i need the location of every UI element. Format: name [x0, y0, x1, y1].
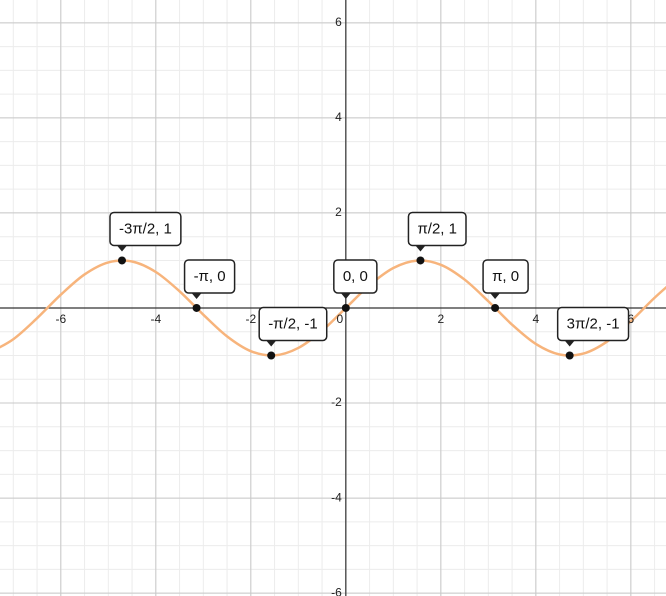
label-pointer: [490, 292, 501, 299]
label-box: [407, 211, 467, 247]
label-box: [258, 306, 328, 342]
point-label-text: -3π/2, 1: [119, 220, 172, 237]
curve: [0, 259, 666, 357]
point-label: -π, 0: [183, 259, 236, 299]
point-label: -3π/2, 1: [109, 211, 182, 252]
point: [416, 256, 425, 265]
point-label: π/2, 1: [407, 211, 467, 252]
label-pointer: [266, 340, 277, 347]
point-label-text: π/2, 1: [417, 220, 457, 237]
y-tick-label: -6: [331, 585, 342, 596]
x-tick-label: -2: [245, 312, 256, 326]
point: [192, 303, 201, 312]
x-tick-label: 2: [437, 312, 444, 326]
point: [117, 256, 126, 265]
point-label-text: π, 0: [492, 268, 519, 285]
y-tick-label: 6: [335, 15, 342, 29]
label-box: [109, 211, 182, 247]
y-tick-label: -4: [331, 490, 342, 504]
point-label: 3π/2, -1: [556, 306, 630, 347]
point-label-text: -π, 0: [194, 268, 226, 285]
point: [565, 351, 574, 360]
y-tick-label: 4: [335, 110, 342, 124]
point-label-text: 3π/2, -1: [567, 315, 620, 332]
label-box: [556, 306, 630, 342]
label-pointer: [340, 292, 351, 299]
x-tick-label: -4: [150, 312, 161, 326]
point-label: 0, 0: [333, 259, 378, 299]
label-box: [482, 259, 529, 294]
point: [267, 351, 276, 360]
y-tick-label: -2: [331, 395, 342, 409]
label-pointer: [116, 245, 127, 252]
label-pointer: [564, 340, 575, 347]
x-tick-label: 0: [336, 312, 343, 326]
x-tick-label: -6: [55, 312, 66, 326]
point-label: π, 0: [482, 259, 529, 299]
label-box: [183, 259, 236, 294]
label-pointer: [191, 292, 202, 299]
point: [341, 303, 350, 312]
x-tick-label: 4: [532, 312, 539, 326]
x-tick-label: 6: [628, 312, 635, 326]
label-box: [333, 259, 378, 294]
point-label-text: 0, 0: [343, 268, 368, 285]
point: [491, 303, 500, 312]
y-tick-label: 2: [335, 205, 342, 219]
point-label: -π/2, -1: [258, 306, 328, 347]
label-pointer: [415, 245, 426, 252]
point-label-text: -π/2, -1: [268, 315, 318, 332]
plot: -3π/2, 1 -π, 0 -π/2, -1 0, 0 π/2, 1 π, 0 3π/2,…: [0, 211, 666, 360]
